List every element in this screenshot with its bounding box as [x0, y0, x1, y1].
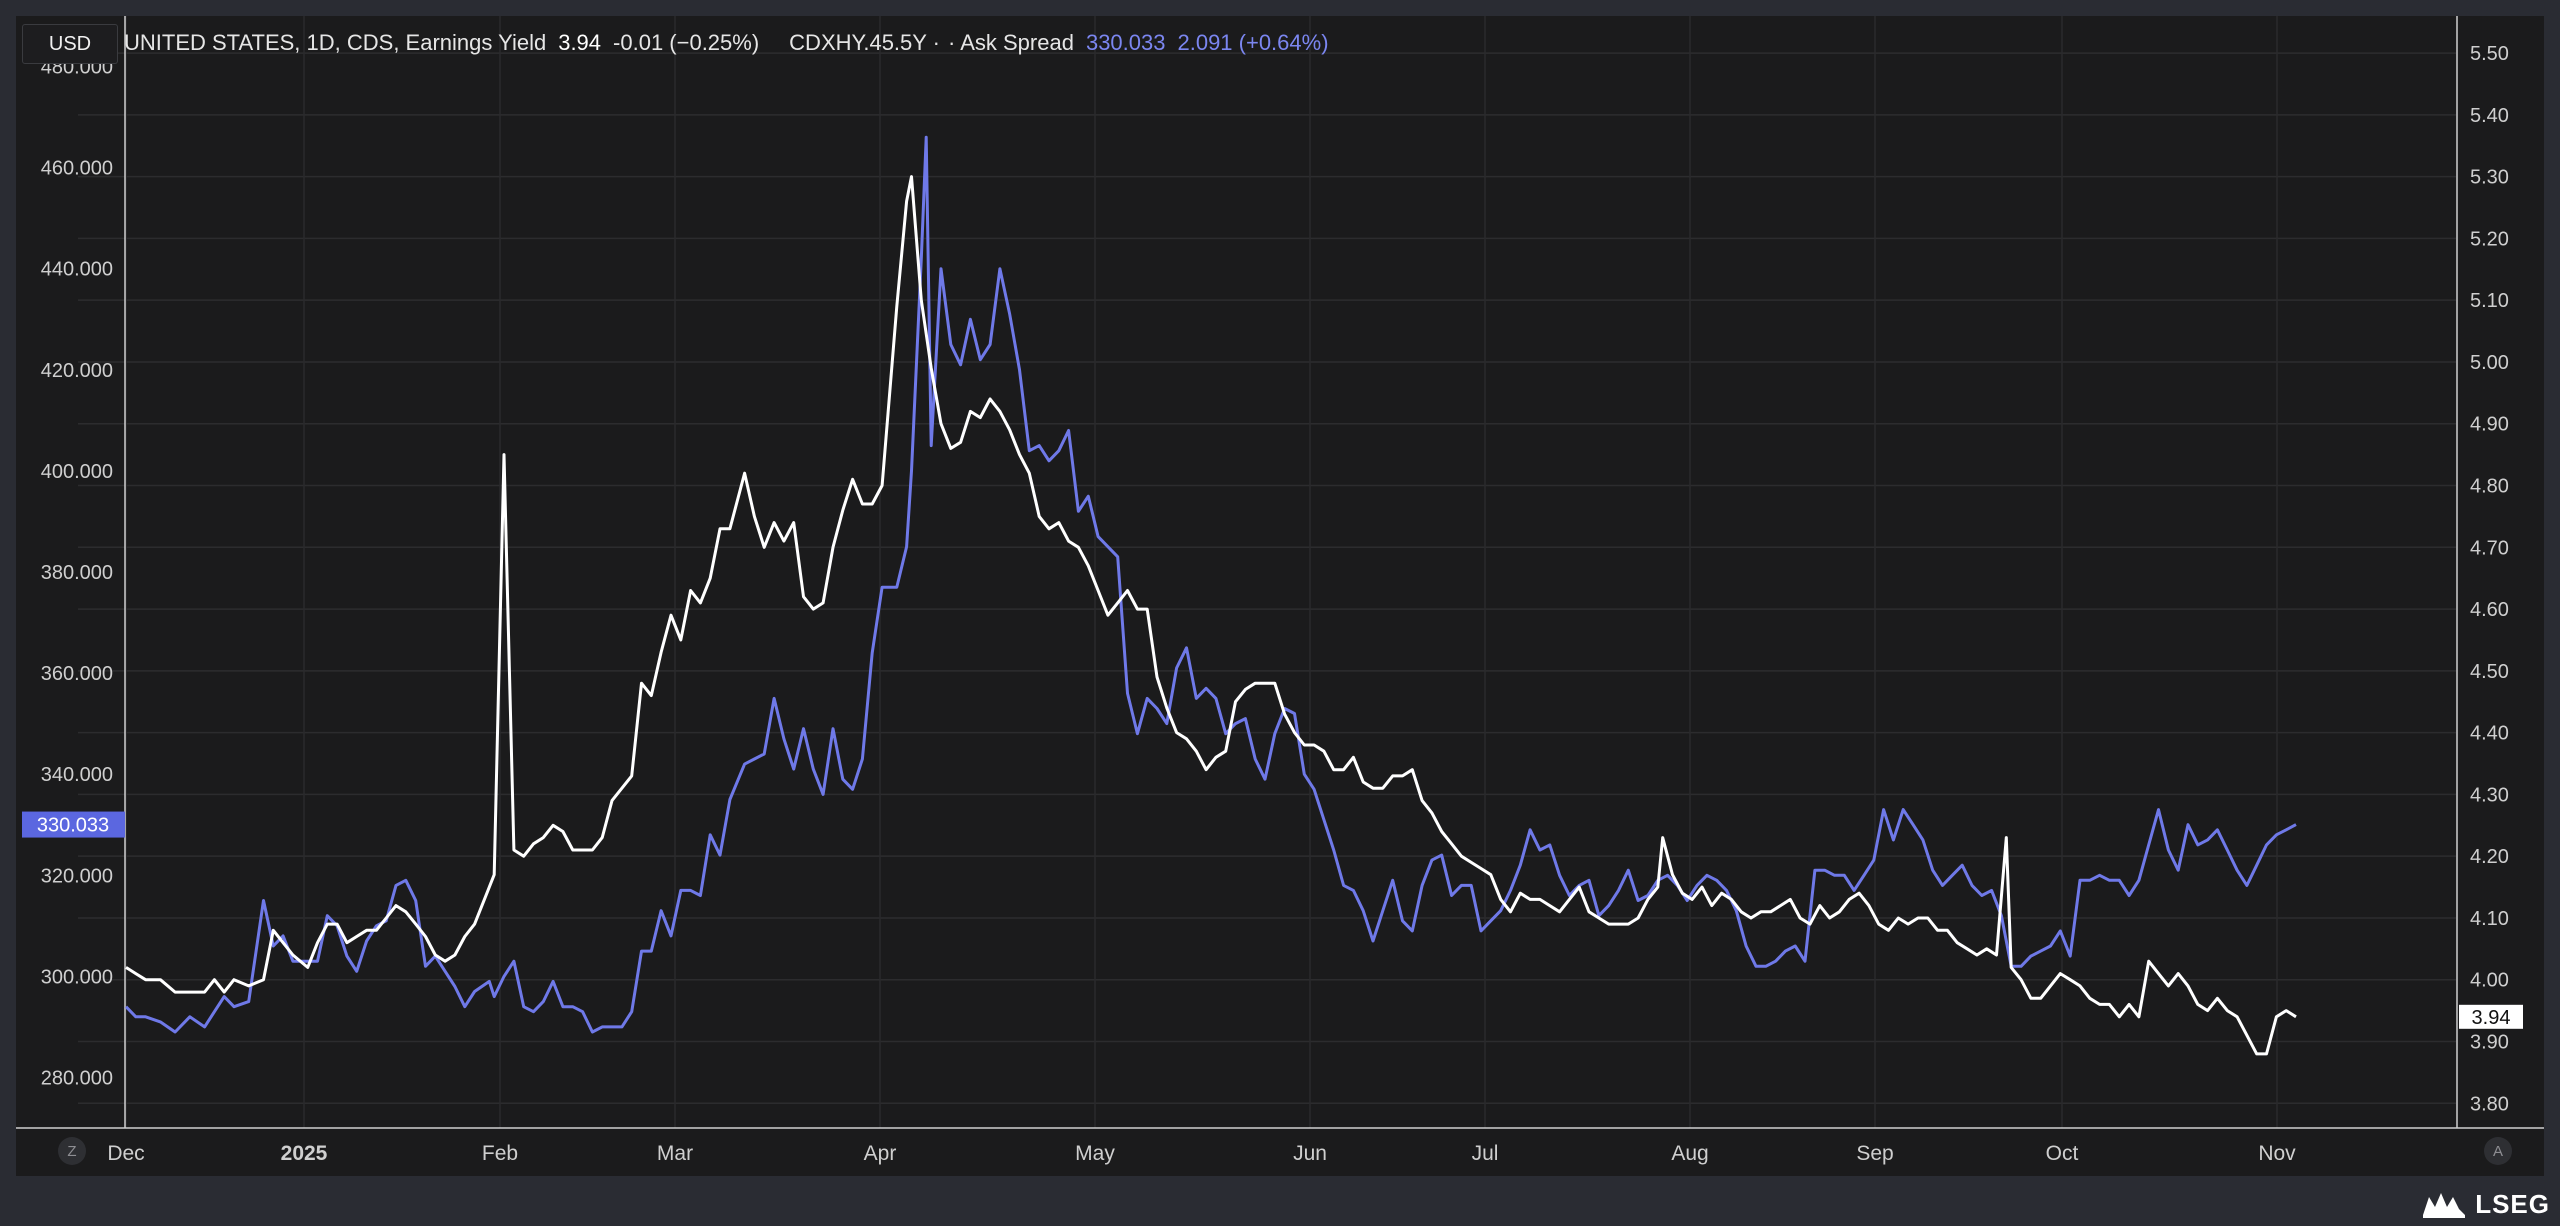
x-axis-tick: Jun: [1293, 1142, 1327, 1165]
right-axis-tick: 4.90: [2470, 414, 2509, 436]
series2-title: CDXHY.45.5Y ·: [789, 30, 940, 55]
left-axis-tick: 440.000: [41, 259, 113, 281]
right-axis-tick: 5.50: [2470, 43, 2509, 65]
series2-change: 2.091 (+0.64%): [1177, 30, 1329, 55]
left-axis-tick: 400.000: [41, 461, 113, 483]
x-axis-tick: Dec: [107, 1142, 144, 1165]
left-axis-tick: 420.000: [41, 360, 113, 382]
x-axis-tick: Apr: [864, 1142, 897, 1165]
right-axis-tick: 4.30: [2470, 784, 2509, 806]
x-axis-tick: Mar: [657, 1142, 693, 1165]
lseg-emblem-icon: [2423, 1193, 2466, 1218]
x-axis-tick: May: [1075, 1142, 1115, 1165]
left-axis-tick: 320.000: [41, 865, 113, 887]
x-axis-tick: Jul: [1472, 1142, 1499, 1165]
left-last-value: 330.033: [37, 815, 109, 837]
legend-header: UNITED STATES, 1D, CDS, Earnings Yield 3…: [124, 26, 1341, 60]
right-axis-tick: 4.60: [2470, 599, 2509, 621]
right-axis-tick: 5.30: [2470, 167, 2509, 189]
right-axis-tick: 3.80: [2470, 1093, 2509, 1115]
right-axis-tick: 5.20: [2470, 228, 2509, 250]
series1-value: 3.94: [558, 30, 602, 55]
ask-spread-line: [124, 135, 2297, 1034]
right-axis-tick: 5.00: [2470, 352, 2509, 374]
series2-value: 330.033: [1085, 30, 1166, 55]
right-axis-tick: 4.00: [2470, 970, 2509, 992]
series-layer: [124, 135, 2297, 1056]
zoom-reset-button[interactable]: Z: [58, 1137, 86, 1165]
currency-selector[interactable]: USD: [22, 24, 118, 64]
left-last-value-badge: [22, 811, 125, 838]
left-axis-tick: 340.000: [41, 764, 113, 786]
right-axis-tick: 4.10: [2470, 908, 2509, 930]
x-axis-tick: Sep: [1856, 1142, 1893, 1165]
x-axis-tick: Feb: [482, 1142, 518, 1165]
brand-logo: LSEG: [2421, 1184, 2550, 1224]
x-axis-tick: 2025: [281, 1142, 328, 1165]
left-axis-tick: 460.000: [41, 158, 113, 180]
series1-change: -0.01 (−0.25%): [613, 30, 760, 55]
axes: [16, 16, 2544, 1129]
right-axis-tick: 4.70: [2470, 537, 2509, 559]
chart-canvas[interactable]: 5.50 5.40 5.30 5.20 5.10 5.00 4.90 4.80 4.70 4.60…: [16, 16, 2544, 1176]
right-axis-tick: 4.50: [2470, 661, 2509, 683]
right-axis-tick: 5.10: [2470, 290, 2509, 312]
left-axis-tick: 300.000: [41, 966, 113, 988]
left-axis-tick: 360.000: [41, 663, 113, 685]
right-axis-tick: 4.80: [2470, 476, 2509, 498]
right-axis-tick: 4.20: [2470, 846, 2509, 868]
x-axis-tick: Aug: [1671, 1142, 1708, 1165]
grid: [78, 16, 2456, 1128]
auto-scale-button[interactable]: A: [2484, 1137, 2512, 1165]
right-axis-tick: 3.90: [2470, 1032, 2509, 1054]
right-axis-tick: 5.40: [2470, 105, 2509, 127]
chart-panel: 5.50 5.40 5.30 5.20 5.10 5.00 4.90 4.80 4.70 4.60…: [16, 16, 2544, 1176]
left-axis-tick: 280.000: [41, 1067, 113, 1089]
x-axis-tick: Nov: [2258, 1142, 2296, 1165]
right-axis-tick: 4.40: [2470, 723, 2509, 745]
series2-label: · Ask Spread: [948, 30, 1074, 55]
left-axis-tick: 380.000: [41, 562, 113, 584]
earnings-yield-line: [125, 175, 2297, 1056]
x-axis-tick: Oct: [2046, 1142, 2079, 1165]
right-last-value-badge: [2459, 1004, 2523, 1029]
tick-labels: 5.50 5.40 5.30 5.20 5.10 5.00 4.90 4.80 4.70 4.60…: [22, 43, 2523, 1165]
right-last-value: 3.94: [2472, 1007, 2511, 1029]
brand-name: LSEG: [2475, 1188, 2550, 1219]
series1-title: UNITED STATES, 1D, CDS, Earnings Yield: [124, 30, 547, 55]
